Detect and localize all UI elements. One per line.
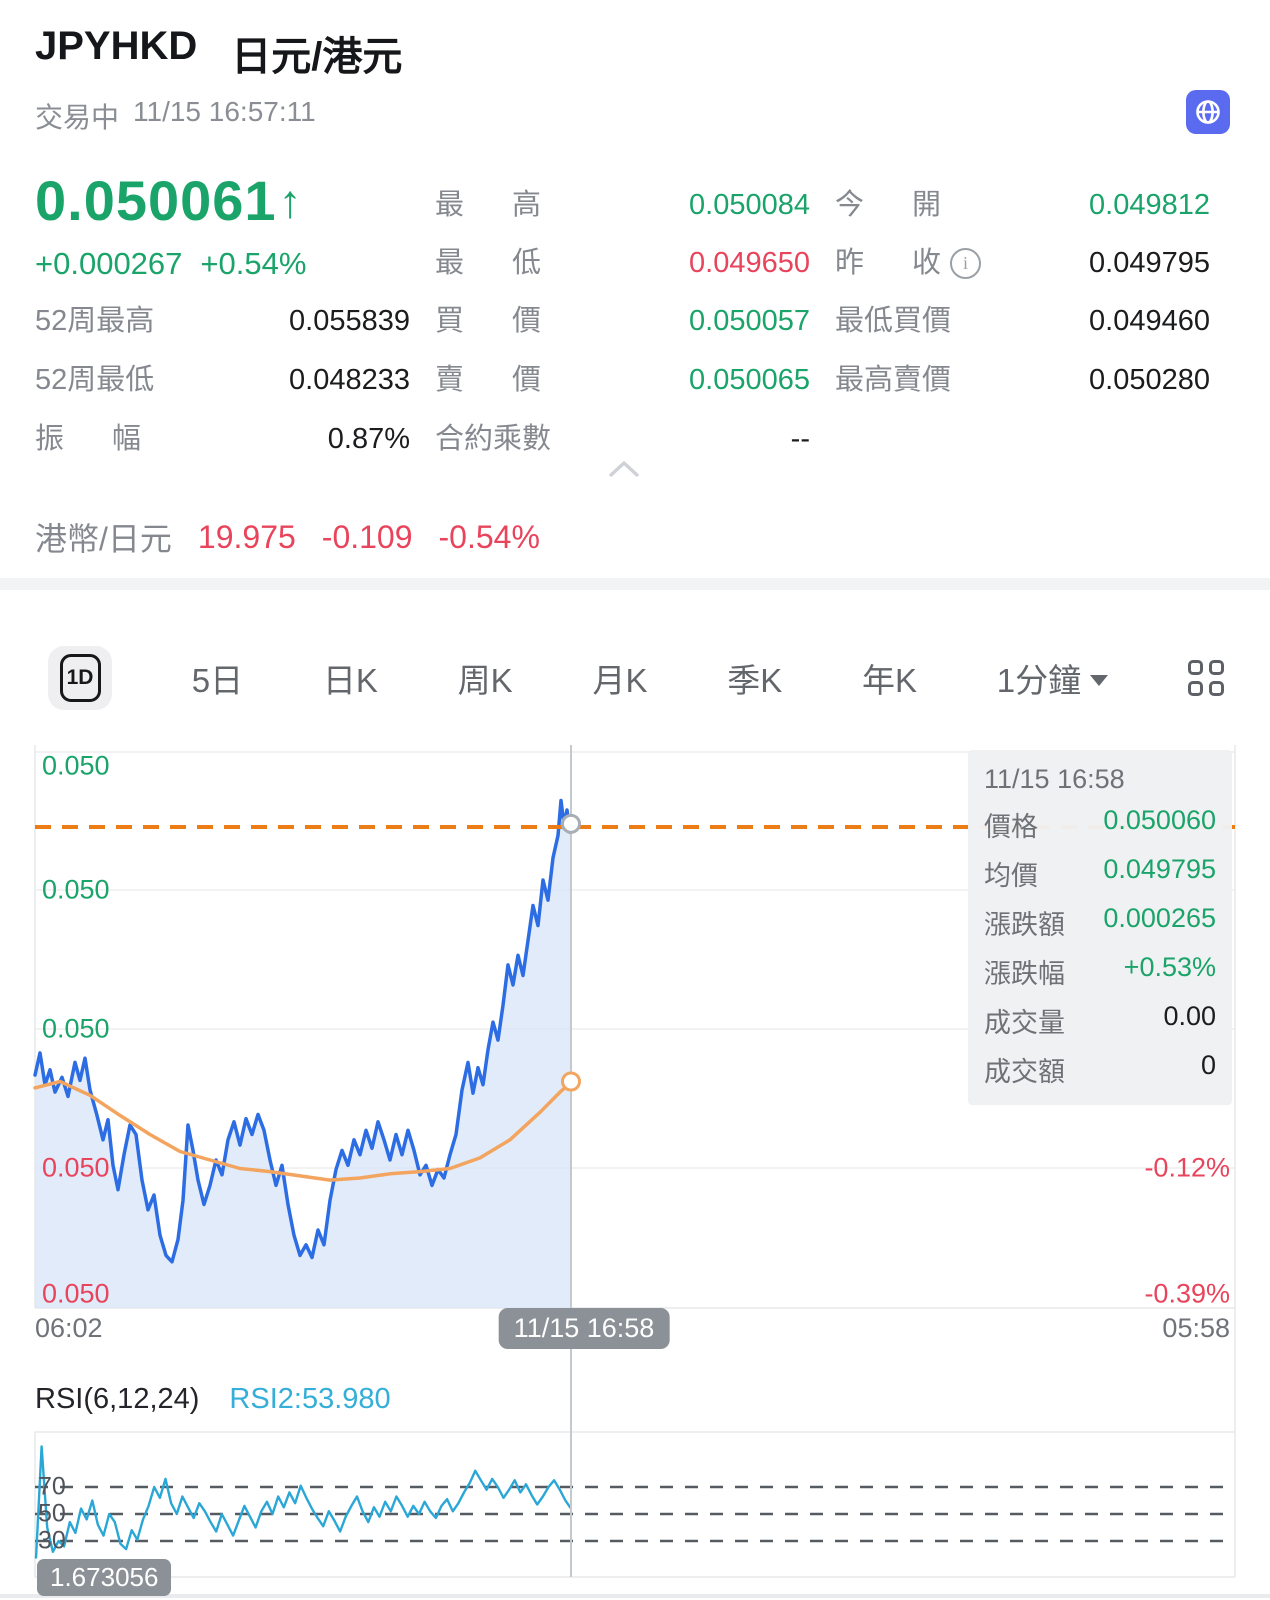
tab-daily-k[interactable]: 日K xyxy=(322,662,378,699)
tab-1d-selected[interactable]: 1D xyxy=(48,646,112,710)
up-arrow-icon: ↑ xyxy=(278,174,303,227)
y-axis-label: 0.050 xyxy=(42,874,110,905)
related-pair-change: -0.109 xyxy=(321,518,413,555)
stat-bid: 買價 0.050057 xyxy=(435,305,810,337)
globe-icon xyxy=(1196,100,1220,124)
price-change: +0.000267 +0.54% xyxy=(35,246,306,282)
language-globe-button[interactable] xyxy=(1186,90,1230,134)
crosshair-tooltip: 11/15 16:58 價格 0.050060 均價 0.049795 漲跌額 … xyxy=(968,750,1232,1105)
crosshair-time-badge: 11/15 16:58 xyxy=(498,1308,670,1349)
stat-ask: 賣價 0.050065 xyxy=(435,364,810,396)
stat-low: 最低 0.049650 xyxy=(435,247,810,279)
stat-min-bid: 最低買價 0.049460 xyxy=(835,305,1210,337)
tooltip-time: 11/15 16:58 xyxy=(984,764,1125,794)
symbol-code: JPYHKD xyxy=(35,24,198,68)
y-axis-label: 0.050 xyxy=(42,750,110,781)
rsi-header[interactable]: RSI(6,12,24) RSI2:53.980 xyxy=(35,1383,391,1416)
related-pair-price: 19.975 xyxy=(197,518,296,555)
rsi-level-50: 50 xyxy=(38,1499,66,1528)
stat-prev-close: 昨收 i 0.049795 xyxy=(835,247,1210,279)
chart-period-tabbar: 1D 5日 日K 周K 月K 季K 年K 1分鐘 xyxy=(48,646,1224,710)
last-price-value: 0.050061 xyxy=(35,169,277,232)
symbol-name: 日元/港元 xyxy=(231,35,403,79)
related-pair-row[interactable]: 港幣/日元 19.975 -0.109 -0.54% xyxy=(35,514,540,560)
tab-monthly-k[interactable]: 月K xyxy=(592,662,648,699)
x-axis-start-label: 06:02 xyxy=(35,1313,103,1343)
tab-5d[interactable]: 5日 xyxy=(191,662,244,699)
caret-down-icon xyxy=(1090,674,1109,686)
related-pair-percent: -0.54% xyxy=(438,518,540,555)
tooltip-change: 0.000265 xyxy=(1103,903,1216,933)
chevron-up-icon xyxy=(609,461,639,477)
related-pair-name: 港幣/日元 xyxy=(35,521,172,557)
collapse-panel-button[interactable] xyxy=(608,460,640,483)
tab-yearly-k[interactable]: 年K xyxy=(862,662,918,699)
tooltip-volume: 0.00 xyxy=(1163,1001,1216,1031)
status-time: 11/15 16:57:11 xyxy=(133,96,316,127)
stat-52wk-high: 52周最高 0.055839 xyxy=(35,305,410,337)
y-axis-percent-label: -0.12% xyxy=(1144,1152,1230,1183)
minute-period-dropdown[interactable]: 1分鐘 xyxy=(997,654,1109,702)
bottom-divider xyxy=(0,1594,1270,1598)
trading-status: 交易中 11/15 16:57:11 xyxy=(35,96,316,136)
tooltip-percent: +0.53% xyxy=(1123,952,1216,982)
stat-open: 今開 0.049812 xyxy=(835,189,1210,221)
rsi-title: RSI(6,12,24) xyxy=(35,1383,200,1415)
tooltip-avg: 0.049795 xyxy=(1103,854,1216,884)
tab-quarterly-k[interactable]: 季K xyxy=(727,662,783,699)
tooltip-price: 0.050060 xyxy=(1103,805,1216,835)
last-price: 0.050061 ↑ xyxy=(35,168,303,233)
status-label: 交易中 xyxy=(35,102,120,133)
rsi-level-30: 30 xyxy=(38,1526,66,1555)
y-axis-label: 0.050 xyxy=(42,1152,110,1183)
stat-amplitude: 振幅 0.87% xyxy=(35,423,410,455)
info-icon[interactable]: i xyxy=(950,247,981,279)
y-axis-label: 0.050 xyxy=(42,1013,110,1044)
tab-weekly-k[interactable]: 周K xyxy=(457,662,513,699)
rsi2-value: RSI2:53.980 xyxy=(229,1383,391,1415)
tooltip-turnover: 0 xyxy=(1200,1050,1216,1080)
section-divider xyxy=(0,578,1270,590)
rsi-level-70: 70 xyxy=(38,1472,66,1501)
chart-layout-grid-icon[interactable] xyxy=(1187,660,1224,696)
stat-max-ask: 最高賣價 0.050280 xyxy=(835,364,1210,396)
stat-high: 最高 0.050084 xyxy=(435,189,810,221)
y-axis-label: 0.050 xyxy=(42,1278,110,1309)
stat-multiplier: 合約乘數 -- xyxy=(435,423,810,455)
x-axis-end-label: 05:58 xyxy=(1162,1313,1230,1343)
stat-52wk-low: 52周最低 0.048233 xyxy=(35,364,410,396)
change-percent: +0.54% xyxy=(200,246,307,281)
y-axis-percent-label: -0.39% xyxy=(1144,1278,1230,1309)
page-title: JPYHKD 日元/港元 xyxy=(35,24,402,82)
change-value: +0.000267 xyxy=(35,246,183,281)
rsi-value-badge: 1.673056 xyxy=(37,1559,172,1596)
